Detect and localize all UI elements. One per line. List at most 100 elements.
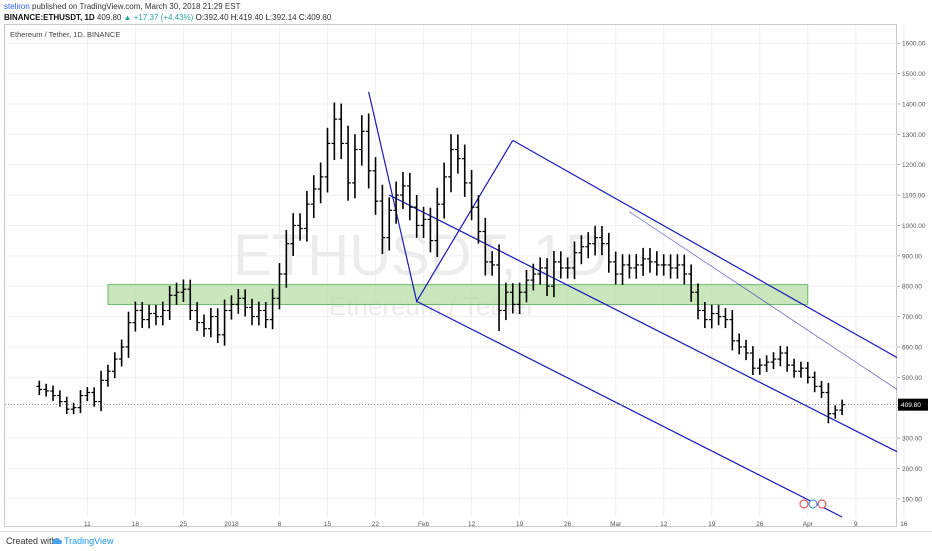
ohlc-bar[interactable]: [784, 346, 791, 372]
ohlc-bar[interactable]: [194, 302, 200, 331]
ohlc-bar[interactable]: [702, 301, 708, 329]
ohlc-bar[interactable]: [372, 157, 379, 215]
ohlc-bar[interactable]: [420, 206, 427, 238]
ohlc-bar[interactable]: [832, 405, 839, 419]
pitchfork-median-line[interactable]: [629, 211, 898, 390]
ohlc-bar[interactable]: [777, 345, 784, 367]
ohlc-bar[interactable]: [256, 301, 262, 326]
ohlc-bar[interactable]: [111, 352, 118, 379]
ohlc-bar[interactable]: [262, 301, 269, 329]
ohlc-bar[interactable]: [70, 402, 77, 415]
ohlc-bar[interactable]: [386, 197, 393, 251]
ohlc-bar[interactable]: [427, 207, 434, 253]
tradingview-link[interactable]: TradingView: [64, 536, 114, 546]
ohlc-bar[interactable]: [544, 258, 550, 297]
ohlc-bar[interactable]: [482, 217, 489, 276]
ohlc-bar[interactable]: [722, 308, 729, 329]
ohlc-bar[interactable]: [441, 162, 447, 219]
ohlc-bar[interactable]: [160, 301, 166, 326]
ohlc-bar[interactable]: [36, 380, 43, 396]
ohlc-bar[interactable]: [825, 382, 832, 424]
ohlc-bar[interactable]: [571, 241, 578, 280]
ohlc-bar[interactable]: [599, 226, 605, 256]
ohlc-bar[interactable]: [139, 301, 146, 329]
ohlc-bar[interactable]: [557, 251, 564, 279]
ohlc-bar[interactable]: [633, 254, 640, 279]
ohlc-bar[interactable]: [750, 346, 756, 376]
ohlc-bar[interactable]: [729, 310, 736, 351]
ohlc-bar[interactable]: [647, 248, 653, 273]
ohlc-bar[interactable]: [715, 304, 722, 326]
ohlc-bar[interactable]: [359, 115, 365, 166]
ohlc-bar[interactable]: [619, 254, 626, 285]
ohlc-bar[interactable]: [228, 295, 235, 320]
ohlc-bar[interactable]: [400, 172, 406, 209]
ohlc-bar[interactable]: [77, 390, 84, 414]
ohlc-bar[interactable]: [592, 225, 598, 256]
ohlc-bar[interactable]: [551, 250, 557, 298]
ohlc-bar[interactable]: [509, 283, 516, 314]
ohlc-bar[interactable]: [173, 282, 180, 305]
ohlc-bar[interactable]: [276, 263, 283, 310]
ohlc-bar[interactable]: [269, 288, 276, 330]
channel-line[interactable]: [512, 139, 898, 359]
ohlc-bar[interactable]: [297, 213, 303, 241]
ohlc-bar[interactable]: [578, 235, 585, 265]
ohlc-bar[interactable]: [84, 386, 91, 402]
ohlc-bar[interactable]: [516, 282, 523, 315]
chart-pane[interactable]: [4, 24, 897, 527]
ohlc-bar[interactable]: [413, 194, 420, 238]
ohlc-bar[interactable]: [235, 288, 242, 314]
ohlc-bar[interactable]: [187, 279, 194, 321]
ohlc-bar[interactable]: [221, 299, 228, 346]
ohlc-bar[interactable]: [708, 304, 715, 329]
ohlc-bar[interactable]: [166, 285, 173, 320]
ohlc-bar[interactable]: [379, 184, 386, 254]
ohlc-bar[interactable]: [811, 371, 818, 393]
ohlc-bar[interactable]: [146, 304, 152, 329]
ohlc-bar[interactable]: [50, 385, 56, 401]
ohlc-bar[interactable]: [585, 232, 592, 259]
ohlc-bar[interactable]: [290, 213, 296, 256]
price-chart[interactable]: ETHUSDT, 1D Ethereum / Tether Ethereum /…: [0, 0, 932, 532]
ohlc-bar[interactable]: [695, 283, 701, 320]
ohlc-bar[interactable]: [310, 175, 317, 218]
ohlc-bar[interactable]: [214, 308, 221, 343]
ohlc-bar[interactable]: [393, 181, 399, 224]
ohlc-bar[interactable]: [564, 257, 571, 279]
ohlc-bar[interactable]: [153, 304, 159, 326]
ohlc-bar[interactable]: [352, 134, 358, 199]
ohlc-bar[interactable]: [756, 358, 763, 375]
ohlc-bar[interactable]: [461, 144, 468, 197]
ohlc-bar[interactable]: [91, 387, 97, 407]
ohlc-bar[interactable]: [249, 298, 255, 326]
ohlc-bar[interactable]: [132, 301, 139, 332]
ohlc-bar[interactable]: [640, 247, 646, 276]
ohlc-bar[interactable]: [736, 333, 742, 355]
ohlc-bar[interactable]: [681, 254, 688, 285]
ohlc-bar[interactable]: [331, 102, 338, 161]
ohlc-bar[interactable]: [496, 244, 502, 331]
ohlc-bar[interactable]: [475, 195, 482, 244]
ohlc-bar[interactable]: [434, 187, 441, 258]
ohlc-bar[interactable]: [763, 355, 770, 372]
ohlc-bar[interactable]: [770, 352, 777, 369]
ohlc-bar[interactable]: [118, 339, 125, 367]
ohlc-bar[interactable]: [489, 251, 495, 276]
ohlc-bar[interactable]: [798, 361, 804, 378]
ohlc-bar[interactable]: [57, 390, 63, 407]
ohlc-bar[interactable]: [125, 311, 132, 358]
ohlc-bar[interactable]: [180, 279, 187, 302]
ohlc-bar[interactable]: [283, 230, 290, 288]
ohlc-bar[interactable]: [63, 396, 70, 415]
ohlc-bar[interactable]: [606, 232, 612, 273]
ohlc-bar[interactable]: [455, 134, 461, 174]
ohlc-bar[interactable]: [660, 254, 667, 276]
ohlc-bar[interactable]: [242, 289, 248, 317]
author-link[interactable]: steliron: [4, 2, 30, 11]
ohlc-bar[interactable]: [743, 339, 749, 361]
ohlc-bar[interactable]: [317, 162, 324, 204]
ohlc-bar[interactable]: [105, 364, 111, 387]
ohlc-bar[interactable]: [208, 307, 214, 338]
event-markers[interactable]: [799, 499, 827, 509]
